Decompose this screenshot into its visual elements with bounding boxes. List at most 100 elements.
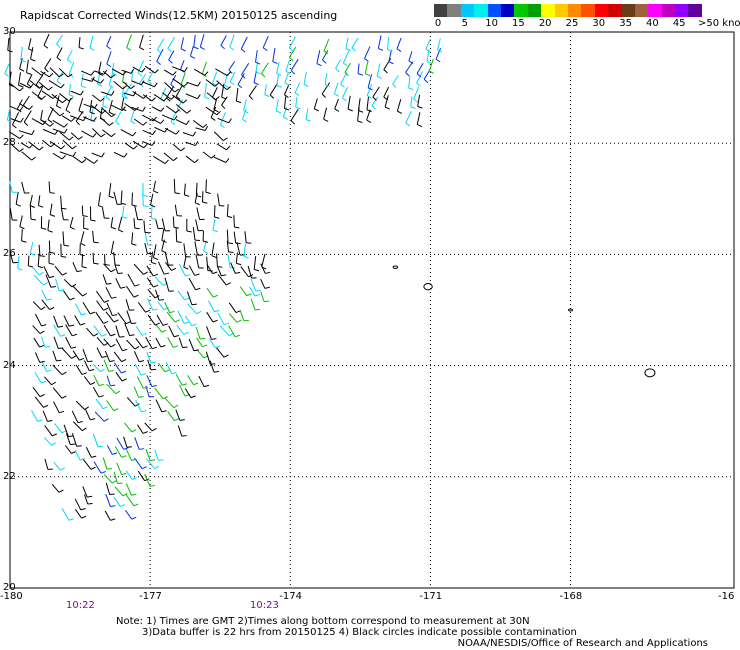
wind-barb (416, 112, 423, 128)
wind-barb (151, 106, 165, 112)
wind-barb (316, 50, 322, 67)
wind-barb (113, 351, 127, 363)
latitude-label: 24 (3, 359, 16, 371)
time-label-1022: 10:22 (66, 600, 95, 611)
latitude-label: 30 (3, 26, 16, 37)
wind-barb (82, 301, 95, 315)
wind-barb (187, 303, 202, 315)
wind-barb (186, 291, 197, 306)
wind-barb (147, 298, 158, 311)
wind-barb (164, 397, 179, 409)
wind-barb (206, 326, 217, 340)
scale-swatch (434, 4, 448, 17)
wind-barb (101, 107, 116, 118)
scale-swatch (688, 4, 702, 17)
wind-barb (96, 290, 110, 303)
wind-barb (63, 315, 75, 327)
scale-label: 25 (565, 18, 579, 29)
wind-barb (241, 63, 250, 79)
wind-barb (145, 448, 156, 461)
wind-barb (132, 140, 148, 149)
wind-barb (425, 38, 432, 53)
wind-barb (75, 509, 87, 519)
wind-barb (92, 386, 104, 398)
wind-barb (40, 70, 54, 78)
wind-barb (65, 324, 78, 337)
wind-barb (150, 193, 156, 208)
wind-barb (357, 98, 364, 113)
wind-barb (237, 73, 245, 89)
wind-barb (163, 152, 178, 162)
wind-barb (89, 100, 95, 115)
wind-barb (60, 207, 69, 221)
wind-barb (102, 95, 108, 109)
latitude-label: 22 (3, 470, 16, 482)
wind-barb (146, 277, 159, 288)
wind-barb (48, 181, 55, 194)
wind-barb (155, 399, 167, 413)
wind-barb (125, 494, 139, 507)
wind-barb (56, 34, 63, 48)
wind-barb (260, 278, 270, 289)
wind-barb (84, 494, 93, 505)
wind-barb (161, 218, 171, 232)
scale-label: 40 (646, 18, 659, 29)
wind-barb (113, 471, 123, 484)
wind-barb (212, 71, 218, 87)
wind-barb (56, 95, 62, 109)
wind-barb (305, 108, 311, 122)
wind-barb (52, 152, 66, 160)
wind-barb (303, 71, 309, 87)
scale-color-bar (434, 4, 702, 17)
wind-barb (63, 278, 77, 288)
wind-barb (68, 61, 75, 78)
map-title: Rapidscat Corrected Winds(12.5KM) 201501… (20, 9, 338, 22)
wind-barb (153, 180, 159, 194)
credit: NOAA/NESDIS/Office of Research and Appli… (457, 638, 708, 649)
scale-labels: 0 5 10 15 20 25 30 35 40 45 >50 knots (434, 17, 740, 31)
wind-barb (254, 50, 261, 65)
wind-barb (174, 204, 183, 217)
wind-barb (175, 84, 183, 100)
wind-barb (226, 240, 234, 253)
wind-barb (38, 244, 45, 257)
wind-barb (199, 34, 205, 50)
wind-barb (131, 232, 137, 246)
wind-barb (366, 96, 372, 112)
wind-barb (110, 240, 117, 256)
wind-barb (131, 192, 137, 207)
wind-barb (116, 462, 127, 476)
wind-barb (82, 458, 96, 470)
wind-barb (345, 37, 351, 52)
wind-barb (205, 179, 211, 194)
wind-barb (103, 473, 117, 484)
wind-barb (133, 118, 148, 126)
wind-barb (106, 383, 121, 395)
scale-label: 30 (592, 18, 606, 29)
wind-barb (47, 107, 54, 123)
wind-barb (65, 433, 76, 446)
wind-barb (212, 218, 218, 233)
wind-barb (178, 263, 191, 277)
wind-barb (56, 71, 64, 85)
wind-barb (93, 374, 104, 387)
wind-barb (97, 192, 104, 208)
wind-barb (41, 289, 52, 301)
wind-barb (164, 301, 175, 314)
wind-barb (342, 50, 350, 67)
wind-barb (20, 46, 26, 63)
wind-barb (34, 372, 47, 384)
wind-barb (164, 127, 180, 135)
wind-barb (56, 47, 63, 61)
scale-swatch (634, 4, 649, 17)
wind-barb (340, 72, 348, 88)
wind-barb (32, 301, 46, 310)
wind-barb (98, 61, 104, 76)
wind-barb (239, 286, 252, 297)
wind-barb (176, 324, 189, 335)
wind-barb (294, 82, 301, 97)
wind-barb (75, 400, 90, 410)
notes: Note: 1) Times are GMT 2)Times along bot… (116, 616, 577, 638)
scale-label: 45 (672, 18, 686, 29)
wind-barb (82, 348, 93, 363)
